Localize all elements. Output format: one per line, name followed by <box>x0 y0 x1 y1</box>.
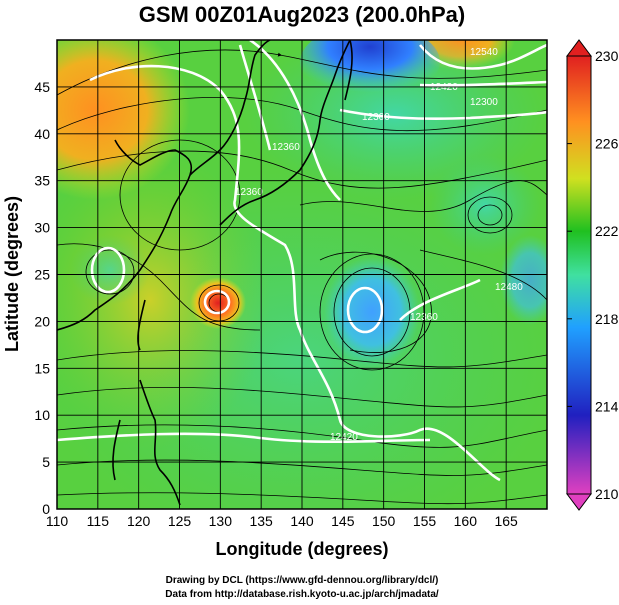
contour-eddy-west <box>90 246 126 294</box>
contour-cold-core <box>346 286 384 334</box>
colorbar-tick-label: 226 <box>595 136 619 152</box>
streamline <box>299 180 547 212</box>
chart-title: GSM 00Z01Aug2023 (200.0hPa) <box>139 2 465 27</box>
y-tick-label: 35 <box>34 173 50 189</box>
contour-label: 12360 <box>272 142 300 153</box>
temperature-field-eddy-west <box>70 235 150 305</box>
grid-lines <box>57 40 547 509</box>
colorbar-tick-label: 218 <box>595 311 619 327</box>
x-tick-label: 135 <box>249 513 273 529</box>
temperature-field-cool-east <box>430 155 540 255</box>
x-tick-label: 150 <box>372 513 396 529</box>
coastline-china <box>57 139 193 331</box>
y-tick-label: 30 <box>34 220 50 236</box>
y-tick-labels: 0 5 10 15 20 25 30 35 40 45 <box>34 79 50 517</box>
coastline-sakhalin <box>344 40 353 101</box>
coastline-korea-russia <box>189 40 271 176</box>
y-tick-label: 45 <box>34 79 50 95</box>
streamline-eddy-east <box>467 196 513 234</box>
colorbar-min-arrow <box>566 493 592 511</box>
coastline-philippines <box>139 379 181 506</box>
contour-12420 <box>57 432 431 444</box>
coastlines <box>57 40 353 506</box>
contour-12540 <box>418 43 547 70</box>
contour-12420-north <box>238 44 272 151</box>
colorbar: 210 214 218 222 226 230 <box>566 39 619 511</box>
temperature-field-cold-core <box>324 257 420 367</box>
x-tick-label: 110 <box>46 513 69 529</box>
temperature-field-cold-north <box>300 40 440 100</box>
x-tick-label: 125 <box>168 513 192 529</box>
y-axis-label: Latitude (degrees) <box>2 196 22 352</box>
contour-12300 <box>249 40 341 201</box>
contour-label: 12420 <box>330 432 358 443</box>
streamline <box>57 49 547 96</box>
contour-label: 12480 <box>495 282 523 293</box>
colorbar-ticks: 210 214 218 222 226 230 <box>567 48 619 502</box>
y-tick-label: 20 <box>34 313 50 329</box>
temperature-field-cool-edge <box>500 235 547 325</box>
streamline <box>57 150 547 189</box>
credit-line-2: Data from http://database.rish.kyoto-u.a… <box>165 589 439 600</box>
temperature-field-warm-core <box>190 277 246 329</box>
contour-label: 12540 <box>470 47 498 58</box>
x-tick-label: 120 <box>127 513 151 529</box>
streamline-gyre-northwest <box>119 139 241 251</box>
x-tick-label: 160 <box>454 513 478 529</box>
x-axis-label: Longitude (degrees) <box>215 539 388 559</box>
x-tick-label: 145 <box>331 513 355 529</box>
y-tick-label: 25 <box>34 267 50 283</box>
colorbar-gradient <box>566 55 592 495</box>
y-tick-label: 0 <box>42 501 50 517</box>
x-tick-labels: 110 115 120 125 130 135 140 145 150 155 160 165 <box>46 513 518 529</box>
contour-12300-north <box>419 80 547 87</box>
x-tick-label: 115 <box>87 513 110 529</box>
contour-12480 <box>399 278 481 321</box>
streamline-eddy-west <box>85 249 135 295</box>
y-tick-label: 15 <box>34 360 50 376</box>
contour-label: 12300 <box>362 112 390 123</box>
coastline-japan <box>219 40 351 226</box>
x-tick-label: 140 <box>290 513 314 529</box>
streamline <box>57 243 261 331</box>
y-tick-label: 10 <box>34 407 50 423</box>
y-tick-label: 40 <box>34 126 50 142</box>
plot-frame <box>56 39 548 510</box>
x-tick-label: 165 <box>494 513 518 529</box>
contour-12300-east <box>339 108 547 121</box>
x-tick-label: 155 <box>413 513 437 529</box>
temperature-field-warm-northwest <box>57 40 190 200</box>
streamline-eddy-center-outer <box>319 253 425 371</box>
contour-typhoon <box>203 289 231 315</box>
contour-label: 12300 <box>470 97 498 108</box>
streamline <box>57 424 547 448</box>
streamline <box>57 459 547 476</box>
credit-line-1: Drawing by DCL (https://www.gfd-dennou.o… <box>166 575 439 586</box>
contour-label: 12360 <box>235 187 263 198</box>
streamline-eddy-east-inner <box>477 204 503 226</box>
coastline-vietnam <box>112 419 121 481</box>
streamline <box>419 249 547 301</box>
colorbar-tick-label: 210 <box>595 486 619 502</box>
map-plot: 12360 12360 12300 12360 12420 12420 1230… <box>57 40 547 509</box>
temperature-field-yellow <box>57 150 270 450</box>
height-contours <box>57 40 547 482</box>
y-tick-label: 5 <box>42 454 50 470</box>
x-tick-label: 130 <box>209 513 233 529</box>
colorbar-tick-label: 230 <box>595 48 619 64</box>
colorbar-tick-label: 214 <box>595 398 619 414</box>
colorbar-max-arrow <box>566 39 592 57</box>
streamline <box>57 492 547 505</box>
contour-label: 12420 <box>430 82 458 93</box>
colorbar-tick-label: 222 <box>595 223 619 239</box>
